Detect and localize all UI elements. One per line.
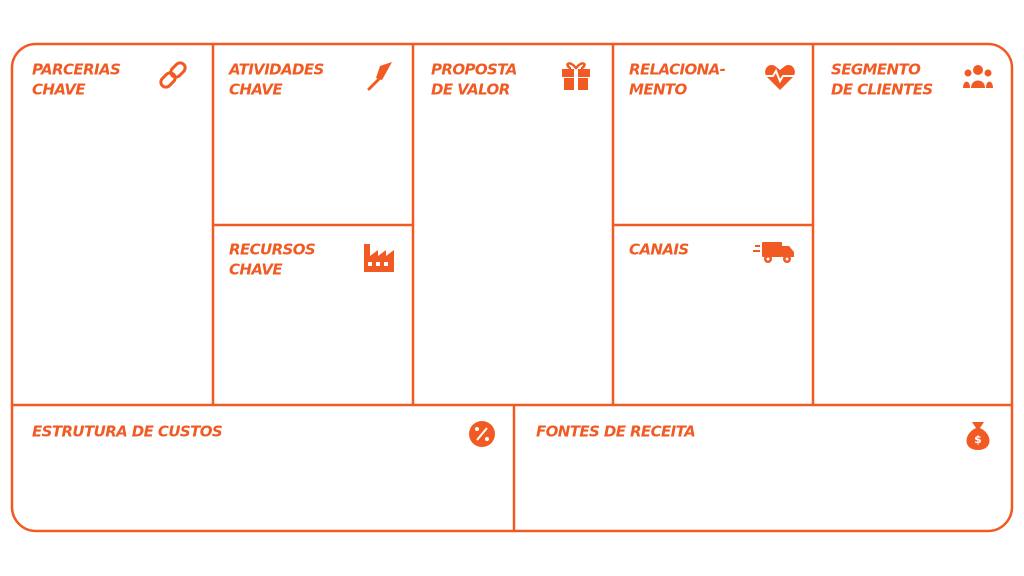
- block-title: DE CLIENTES: [831, 81, 933, 99]
- block-title: FONTES DE RECEITA: [536, 423, 695, 441]
- factory-icon: [364, 244, 394, 272]
- svg-text:$: $: [974, 433, 982, 446]
- block-title: CHAVE: [32, 81, 86, 99]
- block-title: PARCERIAS: [32, 61, 120, 79]
- block-title: RECURSOS: [229, 241, 315, 259]
- grid: [10, 42, 1014, 533]
- outer-frame: [10, 42, 1014, 533]
- block-title: CHAVE: [229, 81, 283, 99]
- block-title: RELACIONA-: [629, 61, 726, 79]
- block-title: CHAVE: [229, 261, 283, 279]
- link-icon: [159, 61, 187, 89]
- block-title: MENTO: [629, 81, 688, 99]
- truck-icon: [753, 242, 794, 263]
- icons: $: [159, 61, 993, 450]
- block-title: DE VALOR: [431, 81, 510, 99]
- block-title: ATIVIDADES: [228, 61, 324, 79]
- block-title: PROPOSTA: [431, 61, 517, 79]
- block-title: SEGMENTO: [831, 61, 921, 79]
- labels: PARCERIAS CHAVE ATIVIDADES CHAVE RECURSOS CHA…: [32, 61, 933, 441]
- block-title: CANAIS: [629, 241, 689, 259]
- money-bag-icon: $: [966, 422, 990, 450]
- gift-icon: [562, 62, 590, 90]
- users-icon: [963, 65, 993, 88]
- heart-icon: [765, 65, 795, 90]
- block-title: ESTRUTURA DE CUSTOS: [32, 423, 222, 441]
- shovel-icon: [367, 62, 392, 91]
- percent-icon: [469, 421, 495, 447]
